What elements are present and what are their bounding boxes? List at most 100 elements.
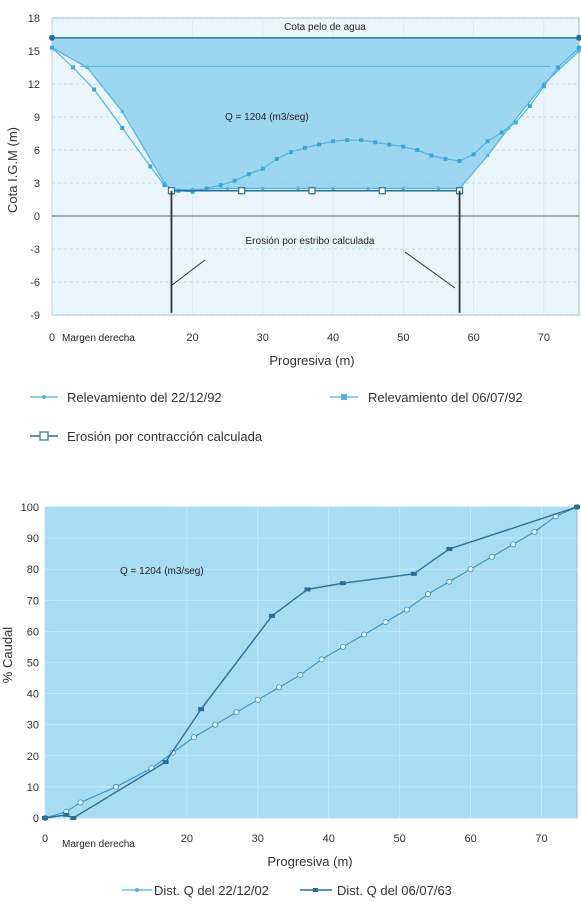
y-tick-label: -6: [30, 277, 40, 289]
point-06-07-92: [50, 45, 54, 50]
point-22-12-92: [225, 186, 230, 191]
y-tick-label: 40: [27, 689, 39, 701]
point-22-12-92: [366, 186, 371, 191]
point-06-07-63: [574, 505, 580, 509]
point-22-12-92: [401, 186, 406, 191]
y-tick-label: 0: [34, 211, 40, 223]
point-22-12-02: [297, 671, 304, 678]
point-06-07-92: [513, 120, 518, 125]
legend-item-relevamiento-22-12-92: Relevamiento del 22/12/92: [30, 390, 222, 405]
x-tick-label: 60: [464, 833, 476, 845]
point-22-12-02: [77, 799, 84, 806]
point-22-12-02: [361, 631, 368, 638]
grid: [44, 506, 577, 819]
point-06-07-63: [410, 571, 417, 576]
x-margin-label: Margen derecha: [62, 839, 135, 850]
x-tick-label: 30: [252, 833, 264, 845]
x-tick-label: 30: [257, 332, 269, 344]
point-22-12-92: [120, 109, 125, 114]
point-erosion: [378, 187, 386, 195]
point-06-07-92: [387, 142, 392, 147]
point-06-07-92: [443, 156, 448, 161]
point-22-12-92: [296, 186, 300, 191]
point-22-12-02: [403, 606, 410, 613]
erosion-annotation: Erosión por estribo calculada: [246, 236, 375, 247]
point-06-07-92: [415, 148, 420, 152]
y-tick-label: 100: [21, 502, 39, 514]
point-22-12-02: [510, 541, 517, 548]
y-axis-label: Cota I.G.M (m): [5, 127, 20, 213]
x-tick-label: 40: [323, 833, 335, 845]
point-06-07-92: [331, 139, 336, 144]
y-tick-label: 90: [27, 533, 39, 545]
point-06-07-63: [304, 587, 311, 592]
chart-marks: [42, 503, 581, 822]
point-22-12-02: [233, 709, 240, 716]
point-06-07-92: [457, 159, 462, 163]
y-tick-label: 50: [27, 658, 39, 670]
water-level-label: Cota pelo de agua: [284, 22, 366, 33]
point-22-12-02: [190, 734, 197, 741]
x-axis-label: Progresiva (m): [267, 854, 352, 869]
point-06-07-92: [274, 156, 279, 161]
x-tick-label: 70: [535, 833, 547, 845]
point-06-07-92: [485, 139, 490, 144]
y-tick-label: -9: [30, 310, 40, 322]
point-06-07-92: [71, 65, 76, 70]
x-axis-label: Progresiva (m): [269, 353, 354, 368]
point-06-07-92: [204, 186, 209, 191]
y-axis-label: % Caudal: [0, 627, 15, 683]
point-06-07-92: [345, 138, 350, 143]
point-06-07-63: [339, 581, 346, 586]
point-06-07-63: [42, 816, 48, 820]
point-22-12-02: [339, 643, 346, 650]
point-06-07-92: [162, 183, 167, 188]
point-06-07-92: [555, 65, 560, 70]
point-06-07-92: [527, 104, 532, 108]
legend-label: Dist. Q del 06/07/63: [337, 883, 452, 898]
erosion-leader-right: [404, 251, 456, 289]
point-06-07-92: [120, 126, 125, 130]
point-22-12-92: [436, 186, 441, 191]
legend-item-erosion: Erosión por contracción calculada: [30, 429, 263, 444]
point-06-07-92: [232, 178, 237, 183]
point-06-07-92: [359, 138, 364, 143]
point-06-07-92: [260, 166, 265, 171]
y-tick-label: 80: [27, 564, 39, 576]
legend-label: Relevamiento del 22/12/92: [67, 390, 222, 405]
y-tick-label: 60: [27, 626, 39, 638]
point-06-07-63: [268, 613, 275, 618]
legend-item-dist-q-06-07-63: Dist. Q del 06/07/63: [300, 883, 452, 898]
point-22-12-02: [254, 696, 261, 703]
y-tick-label: 15: [28, 46, 40, 58]
y-tick-label: 30: [27, 720, 39, 732]
point-22-12-02: [467, 566, 474, 573]
point-22-12-02: [276, 684, 283, 691]
point-22-12-02: [318, 656, 325, 663]
water-level-point: [576, 34, 581, 41]
y-tick-label: 9: [34, 112, 40, 124]
point-22-12-02: [531, 528, 538, 535]
x-margin-label: Margen derecha: [62, 333, 135, 344]
legend-label: Erosión por contracción calculada: [67, 429, 263, 444]
point-22-12-02: [212, 721, 219, 728]
point-22-12-92: [577, 49, 581, 53]
point-06-07-63: [198, 707, 205, 712]
legend-item-relevamiento-06-07-92: Relevamiento del 06/07/92: [330, 390, 523, 405]
point-22-12-02: [382, 619, 389, 626]
legend: Relevamiento del 22/12/92 Relevamiento d…: [30, 390, 523, 444]
point-06-07-92: [401, 144, 406, 149]
erosion-leader-left: [171, 259, 206, 286]
point-06-07-63: [63, 812, 70, 817]
x-tick-label: 70: [538, 332, 550, 344]
x-tick-label: 20: [186, 332, 198, 344]
point-22-12-92: [331, 186, 335, 191]
point-22-12-02: [446, 578, 453, 585]
point-06-07-92: [471, 152, 476, 157]
water-area: [52, 37, 579, 190]
legend-label: Dist. Q del 22/12/02: [154, 883, 269, 898]
